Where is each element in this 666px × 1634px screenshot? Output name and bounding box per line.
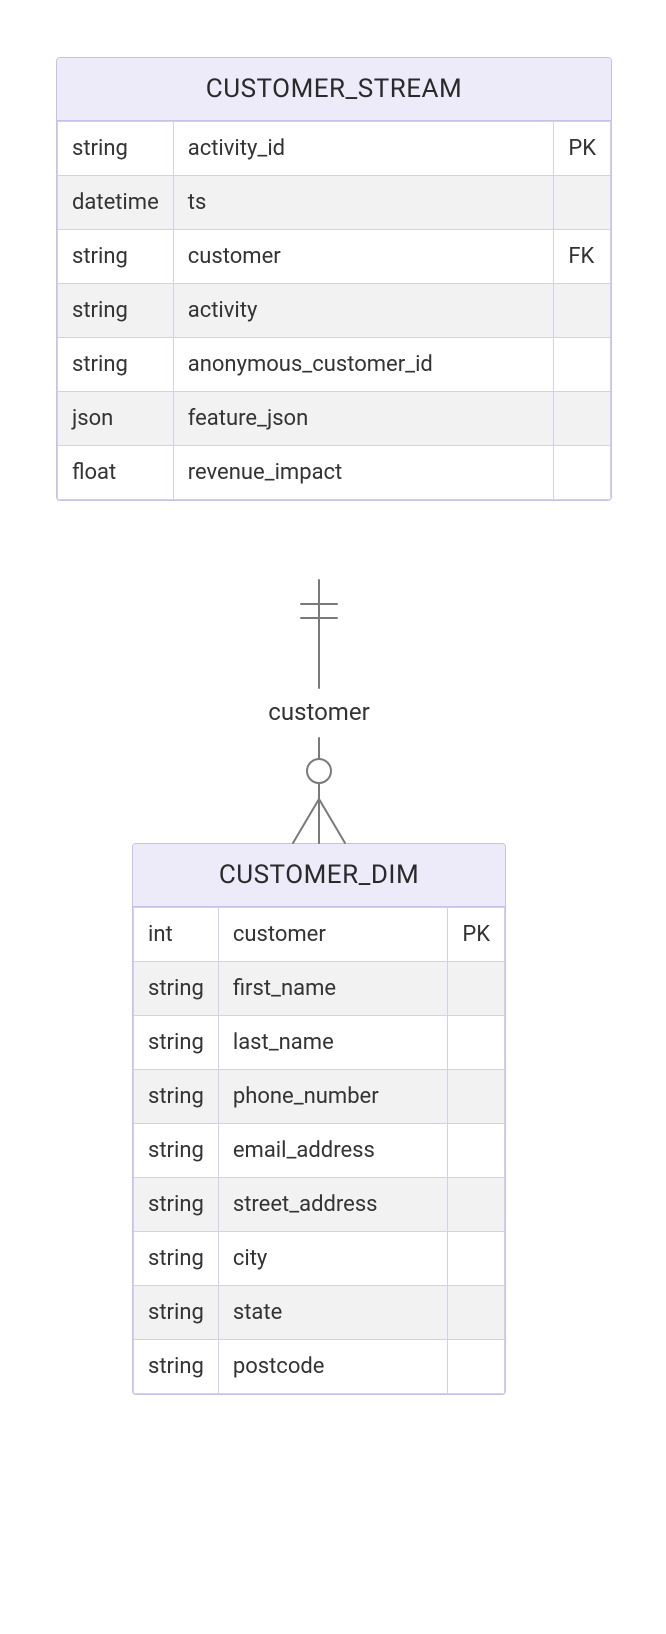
attr-type: int	[134, 908, 219, 962]
attribute-row: stringcity	[134, 1232, 505, 1286]
attribute-row: floatrevenue_impact	[58, 446, 611, 500]
attribute-row: stringanonymous_customer_id	[58, 338, 611, 392]
attr-name: phone_number	[218, 1070, 447, 1124]
entity-customer-stream: CUSTOMER_STREAM stringactivity_idPKdatet…	[56, 57, 612, 501]
entity-header: CUSTOMER_STREAM	[57, 58, 611, 121]
attribute-row: stringstreet_address	[134, 1178, 505, 1232]
attr-name: activity_id	[173, 122, 554, 176]
attr-name: customer	[173, 230, 554, 284]
attr-type: string	[134, 1286, 219, 1340]
attr-key	[554, 284, 611, 338]
attr-name: revenue_impact	[173, 446, 554, 500]
attribute-row: stringfirst_name	[134, 962, 505, 1016]
attr-key	[448, 1232, 505, 1286]
attribute-row: stringpostcode	[134, 1340, 505, 1394]
attr-key	[554, 338, 611, 392]
attr-type: string	[58, 284, 174, 338]
attr-type: string	[134, 1232, 219, 1286]
attr-name: street_address	[218, 1178, 447, 1232]
entity-customer-dim: CUSTOMER_DIM intcustomerPKstringfirst_na…	[132, 843, 506, 1395]
attr-name: postcode	[218, 1340, 447, 1394]
attr-name: ts	[173, 176, 554, 230]
attr-name: feature_json	[173, 392, 554, 446]
attr-key	[448, 1286, 505, 1340]
attr-type: float	[58, 446, 174, 500]
attr-name: state	[218, 1286, 447, 1340]
attribute-row: stringphone_number	[134, 1070, 505, 1124]
attr-name: customer	[218, 908, 447, 962]
attr-type: string	[134, 1070, 219, 1124]
attr-name: anonymous_customer_id	[173, 338, 554, 392]
attribute-row: jsonfeature_json	[58, 392, 611, 446]
attr-type: string	[134, 1124, 219, 1178]
attribute-row: stringemail_address	[134, 1124, 505, 1178]
entity-header: CUSTOMER_DIM	[133, 844, 505, 907]
attr-type: json	[58, 392, 174, 446]
attribute-row: stringactivity_idPK	[58, 122, 611, 176]
attr-key	[448, 1070, 505, 1124]
attr-type: datetime	[58, 176, 174, 230]
entity-attributes-table: stringactivity_idPKdatetimetsstringcusto…	[57, 121, 611, 500]
attr-type: string	[134, 1340, 219, 1394]
attr-key	[448, 962, 505, 1016]
attr-key	[448, 1178, 505, 1232]
attr-type: string	[58, 122, 174, 176]
attr-name: activity	[173, 284, 554, 338]
attr-type: string	[134, 1178, 219, 1232]
attribute-row: stringcustomerFK	[58, 230, 611, 284]
attribute-row: stringlast_name	[134, 1016, 505, 1070]
attribute-row: stringactivity	[58, 284, 611, 338]
attr-key	[554, 446, 611, 500]
attr-name: first_name	[218, 962, 447, 1016]
attr-key: FK	[554, 230, 611, 284]
attr-key	[554, 176, 611, 230]
attr-key	[448, 1124, 505, 1178]
entity-attributes-table: intcustomerPKstringfirst_namestringlast_…	[133, 907, 505, 1394]
attr-key: PK	[554, 122, 611, 176]
attr-name: last_name	[218, 1016, 447, 1070]
relationship-label: customer	[268, 698, 369, 726]
attr-type: string	[58, 338, 174, 392]
attr-name: email_address	[218, 1124, 447, 1178]
attr-key	[448, 1016, 505, 1070]
attr-type: string	[134, 962, 219, 1016]
attr-type: string	[134, 1016, 219, 1070]
attribute-row: intcustomerPK	[134, 908, 505, 962]
attr-name: city	[218, 1232, 447, 1286]
attr-key	[554, 392, 611, 446]
attr-type: string	[58, 230, 174, 284]
attr-key: PK	[448, 908, 505, 962]
attr-key	[448, 1340, 505, 1394]
attribute-row: datetimets	[58, 176, 611, 230]
attribute-row: stringstate	[134, 1286, 505, 1340]
